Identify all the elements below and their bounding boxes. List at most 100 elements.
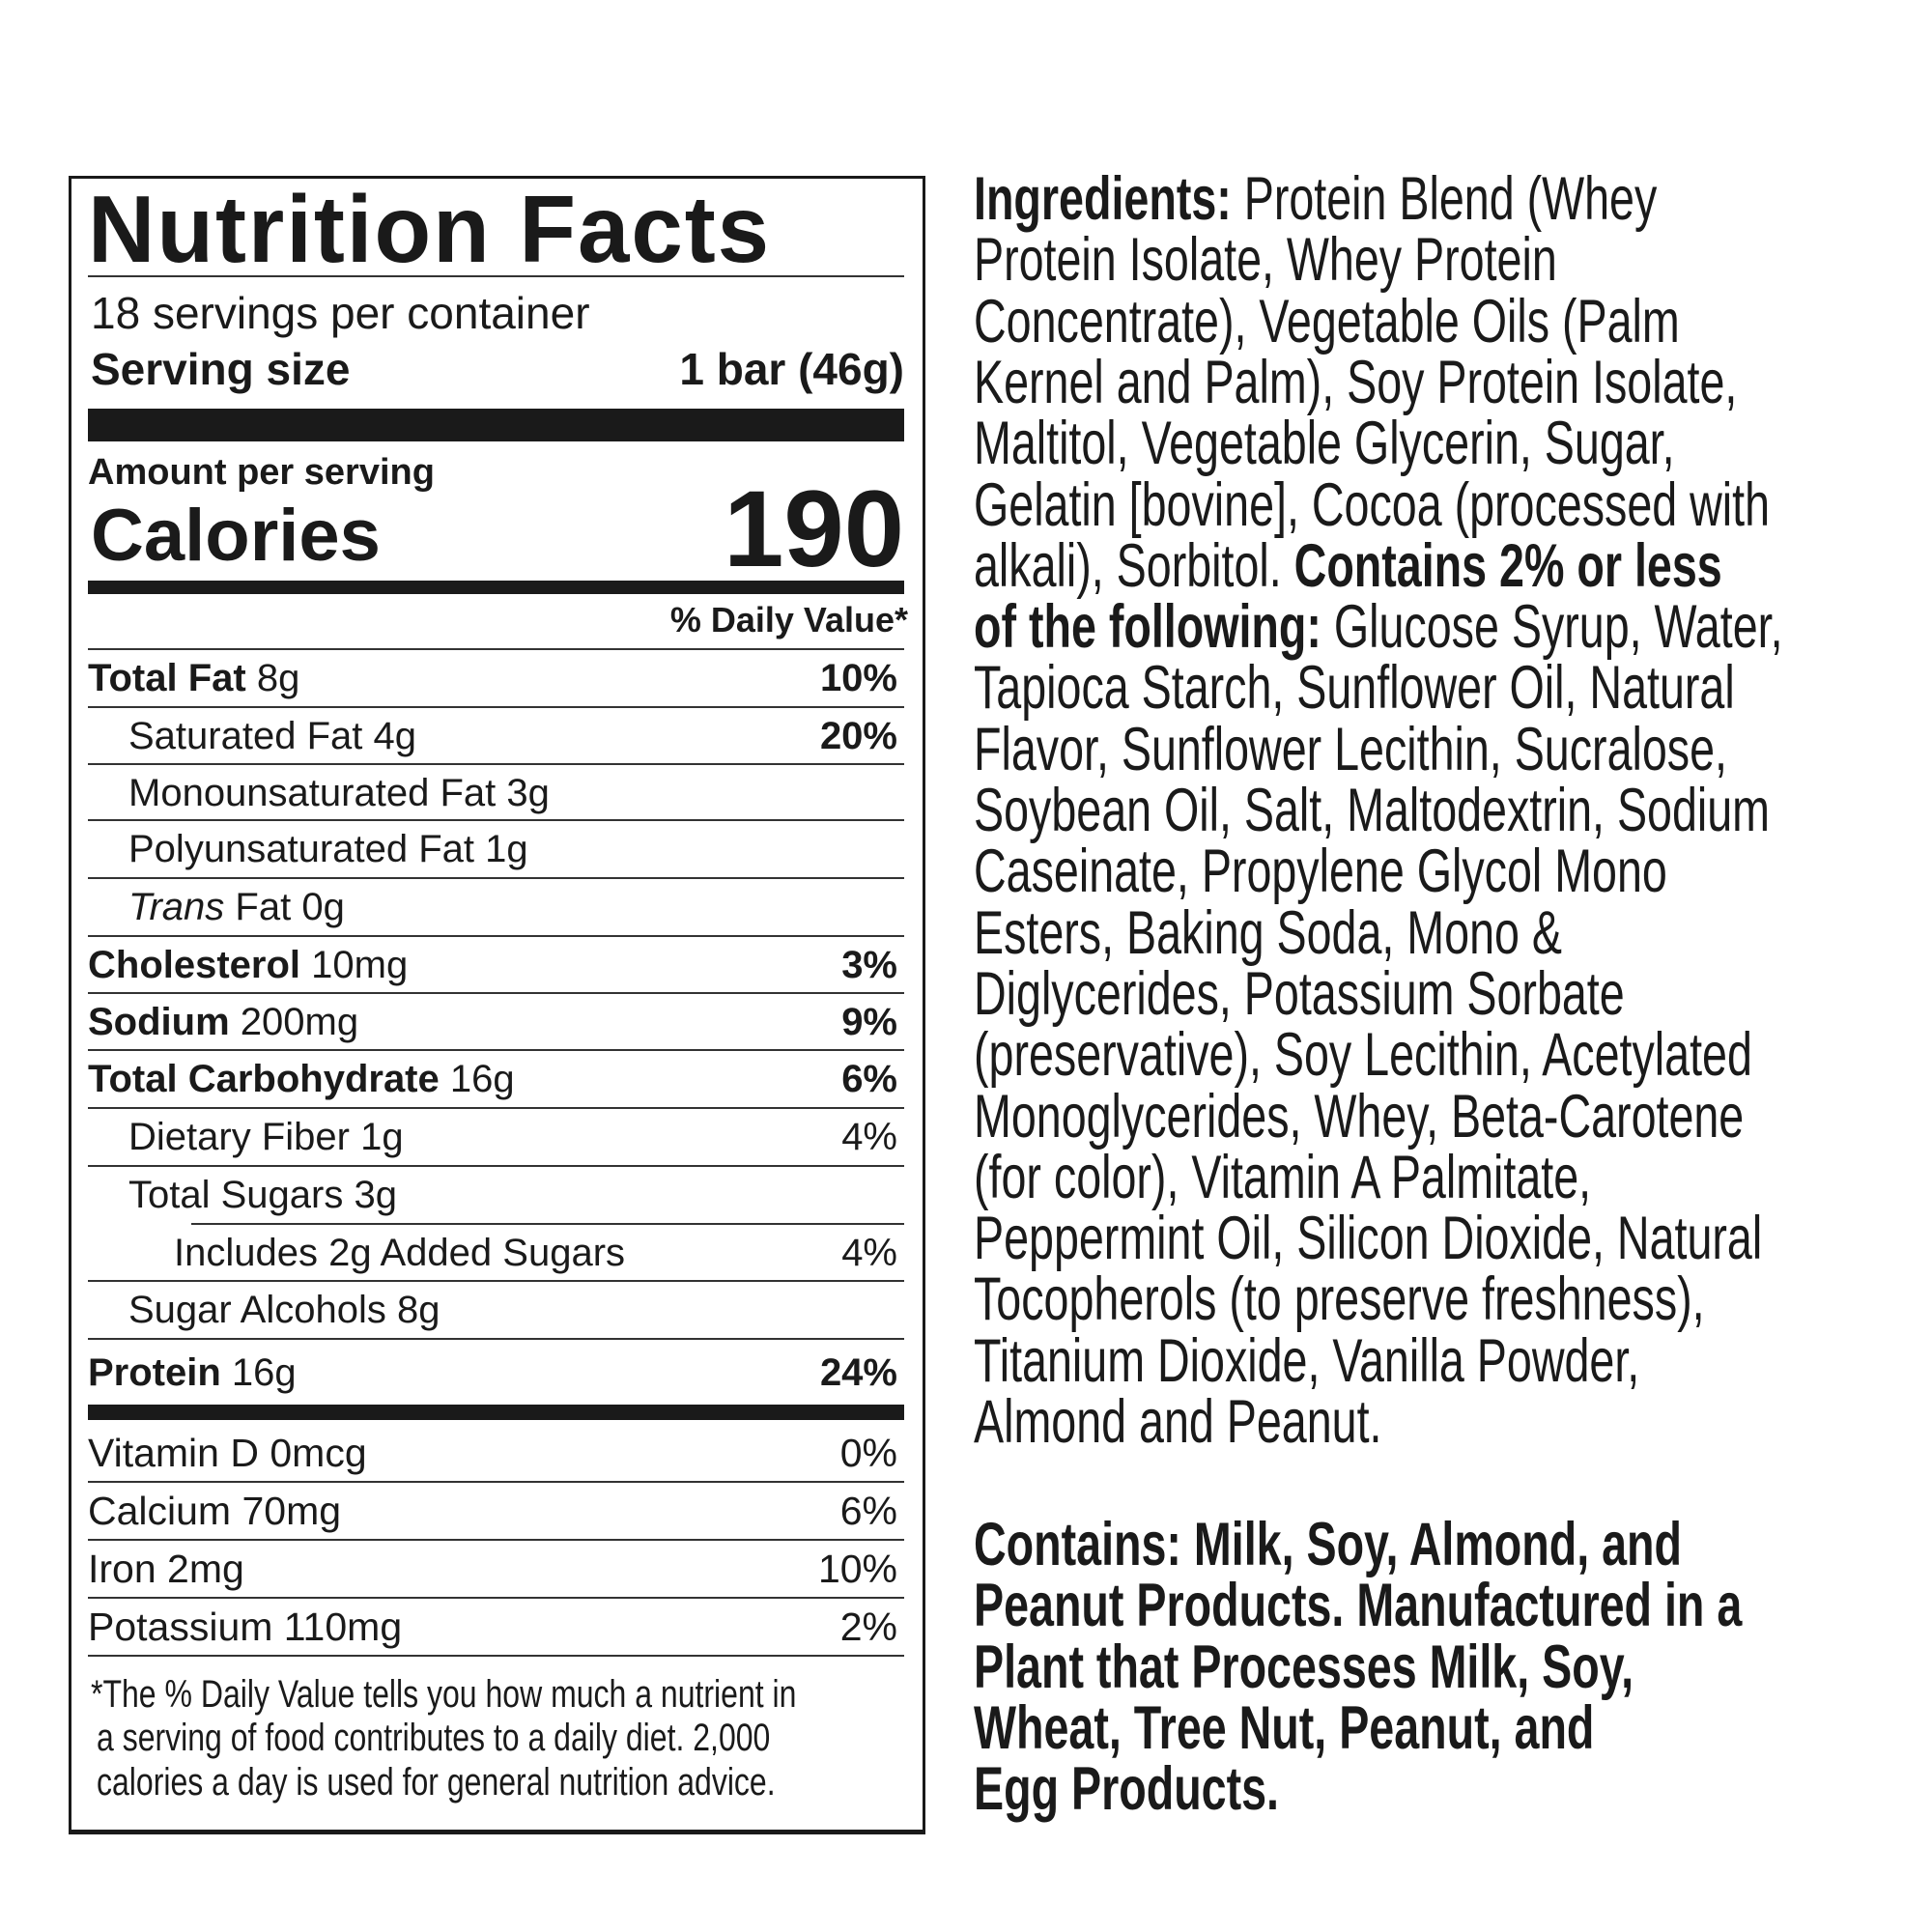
nutrient-name: Monounsaturated Fat — [128, 772, 497, 814]
divider — [88, 1338, 904, 1340]
nutrient-row: Monounsaturated Fat 3g — [88, 765, 897, 822]
nutrient-label: Total Fat 8g — [88, 657, 299, 700]
nutrient-daily-value: 4% — [841, 1116, 897, 1158]
allergen-line: Contains: Milk, Soy, Almond, and — [974, 1511, 1682, 1578]
nutrient-name: Total Fat — [88, 657, 246, 699]
nutrition-facts-title: Nutrition Facts — [88, 182, 784, 276]
nutrient-row: Cholesterol 10mg 3% — [88, 937, 897, 994]
nutrient-amount: 200mg — [229, 1001, 359, 1043]
nutrient-row: Includes 2g Added Sugars 4% — [88, 1225, 897, 1282]
ingredient-line: Maltitol, Vegetable Glycerin, Sugar, — [974, 413, 1675, 474]
ingredient-text: Tapioca Starch, Sunflower Oil, Natural — [974, 654, 1735, 723]
nutrient-label: Total Sugars 3g — [88, 1174, 397, 1217]
ingredient-text: Caseinate, Propylene Glycol Mono — [974, 838, 1667, 906]
nutrient-amount: 3g — [496, 772, 550, 814]
ingredient-line: Titanium Dioxide, Vanilla Powder, — [974, 1330, 1639, 1392]
nutrition-facts-panel — [69, 176, 925, 1834]
ingredient-line: Monoglycerides, Whey, Beta-Carotene — [974, 1086, 1744, 1148]
ingredient-line: (for color), Vitamin A Palmitate, — [974, 1147, 1591, 1208]
ingredient-text: Almond and Peanut. — [974, 1388, 1382, 1456]
ingredient-line: Caseinate, Propylene Glycol Mono — [974, 841, 1667, 902]
vitamin-row: Iron 2mg 10% — [88, 1541, 897, 1597]
divider — [88, 648, 904, 650]
nutrient-row: Sugar Alcohols 8g — [88, 1282, 897, 1339]
nutrient-name: Total Carbohydrate — [88, 1058, 440, 1100]
nutrient-amount: 0g — [291, 886, 345, 928]
ingredient-text: Protein Isolate, Whey Protein — [974, 226, 1557, 295]
ingredient-text: Kernel and Palm), Soy Protein Isolate, — [974, 348, 1738, 416]
nutrient-label: Cholesterol 10mg — [88, 944, 408, 987]
nutrient-label: Sugar Alcohols 8g — [88, 1289, 440, 1332]
ingredient-heading: of the following: — [974, 593, 1321, 662]
vitamin-daily-value: 0% — [839, 1430, 897, 1475]
nutrient-name: Saturated Fat — [128, 715, 363, 757]
nutrient-row: Saturated Fat 4g 20% — [88, 708, 897, 765]
nutrient-amount: 1g — [474, 828, 528, 870]
ingredient-line: Ingredients: Protein Blend (Whey — [974, 169, 1657, 230]
divider — [88, 1049, 904, 1051]
ingredient-line: Diglycerides, Potassium Sorbate — [974, 963, 1625, 1025]
divider — [88, 992, 904, 994]
serving-size-label: Serving size — [91, 344, 351, 394]
vitamin-daily-value: 2% — [839, 1604, 897, 1649]
ingredient-text: Concentrate), Vegetable Oils (Palm — [974, 287, 1680, 355]
footnote-line: *The % Daily Value tells you how much a … — [91, 1673, 797, 1716]
nutrient-amount: 10mg — [300, 944, 409, 986]
nutrient-name: Cholesterol — [88, 944, 301, 986]
ingredient-line: Concentrate), Vegetable Oils (Palm — [974, 291, 1680, 353]
nutrient-label: Saturated Fat 4g — [88, 715, 416, 758]
ingredient-line: Kernel and Palm), Soy Protein Isolate, — [974, 352, 1737, 413]
nutrient-name: Sugar Alcohols — [128, 1289, 386, 1331]
nutrient-daily-value: 20% — [819, 715, 897, 757]
nutrient-name: Sodium — [88, 1001, 230, 1043]
divider — [88, 763, 904, 765]
ingredient-text: Protein Blend (Whey — [1231, 165, 1658, 233]
ingredient-text: Gelatin [bovine], Cocoa (processed with — [974, 470, 1771, 539]
vitamin-row: Potassium 110mg 2% — [88, 1599, 897, 1655]
nutrient-name: Polyunsaturated Fat — [128, 828, 474, 870]
divider — [88, 1655, 904, 1657]
allergen-line: Wheat, Tree Nut, Peanut, and — [974, 1693, 1595, 1762]
nutrient-row: Polyunsaturated Fat 1g — [88, 821, 897, 878]
nutrient-label: Polyunsaturated Fat 1g — [88, 828, 528, 871]
nutrient-daily-value: 9% — [841, 1001, 897, 1043]
ingredient-line: of the following: Glucose Syrup, Water, — [974, 597, 1783, 658]
nutrient-label: Total Carbohydrate 16g — [88, 1058, 515, 1101]
nutrient-name: Includes 2g Added Sugars — [174, 1232, 626, 1274]
nutrient-row: Total Carbohydrate 16g 6% — [88, 1051, 897, 1108]
nutrient-name: Dietary Fiber — [128, 1116, 350, 1158]
calories-label: Calories — [91, 495, 381, 577]
ingredient-line: Protein Isolate, Whey Protein — [974, 230, 1557, 291]
divider — [88, 819, 904, 821]
ingredient-line: Flavor, Sunflower Lecithin, Sucralose, — [974, 719, 1727, 781]
vitamin-label: Vitamin D 0mcg — [88, 1430, 367, 1475]
vitamin-daily-value: 6% — [839, 1488, 897, 1533]
nutrient-amount: 16g — [439, 1058, 515, 1100]
vitamin-daily-value: 10% — [817, 1546, 897, 1591]
ingredient-text: Soybean Oil, Salt, Maltodextrin, Sodium — [974, 777, 1771, 844]
divider — [88, 1280, 904, 1282]
ingredient-line: alkali), Sorbitol. Contains 2% or less — [974, 535, 1722, 597]
ingredient-text: Titanium Dioxide, Vanilla Powder, — [974, 1326, 1640, 1395]
amount-per-serving: Amount per serving — [88, 452, 435, 493]
nutrient-row: Dietary Fiber 1g 4% — [88, 1109, 897, 1166]
ingredient-heading: Ingredients: — [974, 165, 1232, 233]
nutrient-label: Sodium 200mg — [88, 1001, 358, 1044]
nutrient-row: Total Sugars 3g — [88, 1167, 897, 1224]
nutrient-amount: 3g — [343, 1174, 397, 1216]
thick-divider — [88, 409, 904, 441]
ingredient-text: Tocopherols (to preserve freshness), — [974, 1265, 1705, 1334]
ingredient-text: Peppermint Oil, Silicon Dioxide, Natural — [974, 1205, 1763, 1273]
nutrient-label: Trans Fat 0g — [88, 886, 345, 929]
vitamin-row: Vitamin D 0mcg 0% — [88, 1425, 897, 1481]
divider — [191, 1223, 904, 1225]
allergen-line: Peanut Products. Manufactured in a — [974, 1572, 1743, 1640]
nutrient-italic-prefix: Trans — [128, 886, 225, 928]
nutrient-label: Dietary Fiber 1g — [88, 1116, 404, 1159]
nutrient-row: Trans Fat 0g — [88, 879, 897, 936]
divider — [88, 275, 904, 277]
ingredient-line: Peppermint Oil, Silicon Dioxide, Natural — [974, 1208, 1762, 1269]
nutrient-name: Fat — [235, 886, 292, 928]
ingredient-line: Tocopherols (to preserve freshness), — [974, 1269, 1705, 1330]
vitamin-row: Calcium 70mg 6% — [88, 1483, 897, 1539]
